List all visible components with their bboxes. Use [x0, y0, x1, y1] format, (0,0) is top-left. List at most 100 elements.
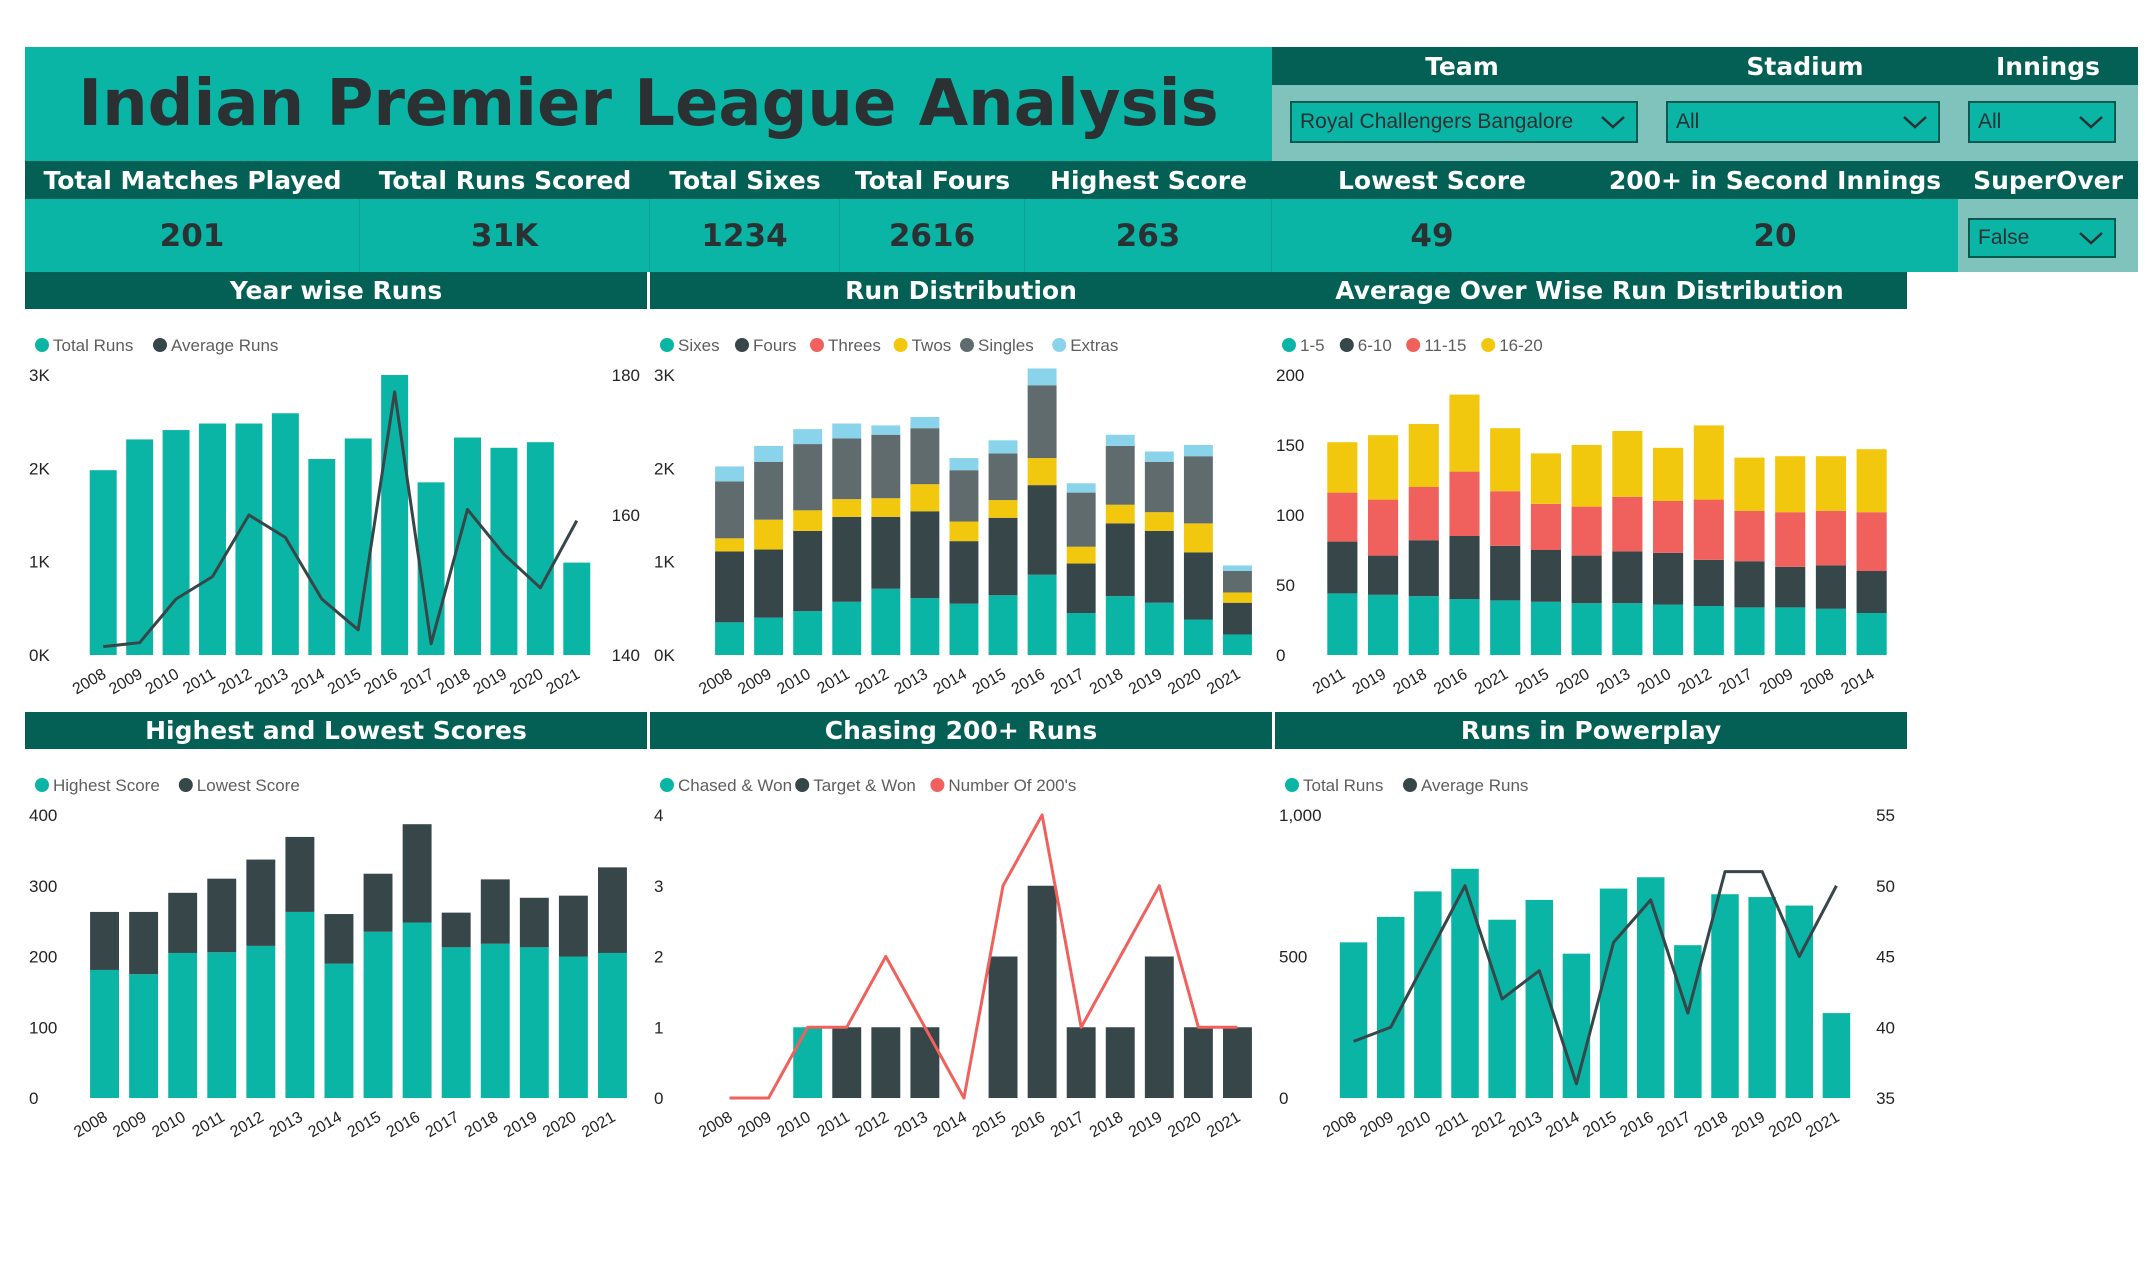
x-tick-label: 2011 [189, 1109, 227, 1141]
bar-highest-score [168, 952, 198, 1098]
legend-label-chased-won: Chased & Won [678, 776, 792, 795]
x-tick-label: 2015 [1513, 666, 1552, 699]
bar-fours [1066, 563, 1096, 613]
innings-filter-header: Innings [1958, 47, 2138, 85]
x-tick-label: 2014 [306, 1109, 345, 1142]
x-tick-label: 2020 [1553, 666, 1592, 699]
bar-lowest-score [519, 897, 549, 948]
bar-11-15 [1653, 501, 1684, 553]
x-tick-label: 2016 [1009, 1109, 1048, 1142]
x-tick-label: 2010 [1395, 1109, 1434, 1142]
kpi-fours-value: 2616 [888, 217, 976, 254]
x-tick-label: 2017 [1716, 666, 1755, 699]
bar-6-10 [1490, 545, 1521, 601]
x-tick-label: 2009 [735, 1109, 774, 1142]
legend-label-16-20: 16-20 [1499, 336, 1542, 355]
bar-1-5 [1368, 594, 1399, 655]
bar-11-15 [1490, 491, 1521, 546]
x-tick-label: 2018 [1692, 1109, 1731, 1142]
y2-tick-label: 45 [1876, 948, 1895, 967]
bar-11-15 [1408, 487, 1439, 541]
bar-sixes [1144, 602, 1174, 655]
bar-lowest-score [402, 824, 432, 923]
bar-singles [832, 438, 862, 500]
kpi-lowest-value: 49 [1410, 217, 1454, 254]
x-tick-label: 2008 [696, 666, 735, 699]
x-tick-label: 2015 [970, 666, 1009, 699]
bar-1-5 [1815, 608, 1846, 655]
bar-lowest-score [558, 895, 588, 957]
bar-lowest-score [363, 873, 393, 932]
bar-twos [1105, 504, 1135, 524]
bar-highest-score [90, 969, 119, 1098]
y-tick-label: 2 [654, 948, 663, 967]
team-dropdown[interactable]: Royal Challengers Bangalore [1290, 101, 1638, 143]
bar-16-20 [1408, 424, 1439, 487]
high-low-title: Highest and Lowest Scores [25, 712, 647, 749]
x-tick-label: 2008 [70, 666, 109, 699]
year-runs-title-text: Year wise Runs [229, 276, 443, 305]
bar-extras [910, 417, 940, 429]
bar-extras [949, 458, 979, 471]
kpi-highest-value: 263 [1115, 217, 1181, 254]
bar-highest-score [558, 956, 588, 1098]
bar-6-10 [1734, 561, 1765, 608]
bar-fours [754, 549, 784, 618]
powerplay-chart: Total Runs Average Runs 0 500 1,000 35 40 45 50 5… [1279, 776, 1895, 1142]
bar-1-5 [1571, 603, 1602, 655]
stadium-dropdown[interactable]: All [1666, 101, 1940, 143]
bar-highest-score [441, 947, 471, 1098]
x-tick-label: 2019 [1729, 1109, 1768, 1142]
x-tick-label: 2013 [252, 666, 291, 699]
bar-total-runs [308, 459, 336, 655]
year-runs-chart: Total Runs Average Runs 0K 1K 2K 3K 140 160 180 2… [29, 336, 640, 699]
bar-16-20 [1327, 442, 1358, 493]
x-tick-label: 2011 [1310, 666, 1348, 698]
bar-fours [910, 511, 940, 599]
bar-6-10 [1368, 555, 1399, 595]
bar-singles [988, 453, 1018, 501]
bar-total-runs [1599, 888, 1628, 1098]
bar-total-runs [162, 430, 190, 655]
x-tick-label: 2017 [1655, 1109, 1694, 1142]
x-tick-label: 2017 [423, 1109, 462, 1142]
kpi-second-value: 20 [1753, 217, 1797, 254]
x-tick-label: 2020 [540, 1109, 579, 1142]
legend-marker-average-runs [153, 338, 167, 352]
superover-dropdown[interactable]: False [1968, 218, 2116, 258]
bar-twos [871, 498, 901, 517]
bar-1-5 [1734, 607, 1765, 655]
legend-label-average-runs: Average Runs [1421, 776, 1528, 795]
bar-total-runs [271, 413, 299, 655]
bar-singles [1066, 492, 1096, 547]
innings-dropdown[interactable]: All [1968, 101, 2116, 143]
bar-16-20 [1815, 456, 1846, 511]
y2-tick-label: 40 [1876, 1018, 1895, 1037]
bar-6-10 [1571, 555, 1602, 604]
bar-1-5 [1693, 606, 1724, 655]
legend-label-extras: Extras [1070, 336, 1118, 355]
bar-lowest-score [129, 911, 159, 975]
bar-extras [1144, 451, 1174, 462]
bar-6-10 [1327, 541, 1358, 594]
x-tick-label: 2020 [1165, 666, 1204, 699]
y-tick-label: 3K [29, 366, 50, 385]
legend-marker-target-won [795, 778, 810, 792]
y2-tick-label: 160 [612, 506, 640, 525]
bar-fours [832, 516, 862, 602]
legend-marker-extras [1052, 338, 1067, 352]
x-tick-label: 2016 [361, 666, 400, 699]
superover-filter-label: SuperOver [1973, 165, 2123, 195]
bar-extras [871, 425, 901, 435]
x-tick-label: 2021 [1204, 666, 1243, 699]
x-tick-label: 2009 [1357, 1109, 1396, 1142]
legend-label-average-runs: Average Runs [171, 336, 278, 355]
kpi-runs-value-cell: 31K [360, 199, 650, 272]
x-tick-label: 2020 [507, 666, 546, 699]
bar-1-5 [1653, 604, 1684, 655]
team-filter-header: Team [1272, 47, 1652, 85]
y-tick-label: 3 [654, 877, 663, 896]
bar-6-10 [1775, 566, 1806, 608]
bar-twos [1027, 458, 1057, 486]
bar-extras [1105, 434, 1135, 446]
